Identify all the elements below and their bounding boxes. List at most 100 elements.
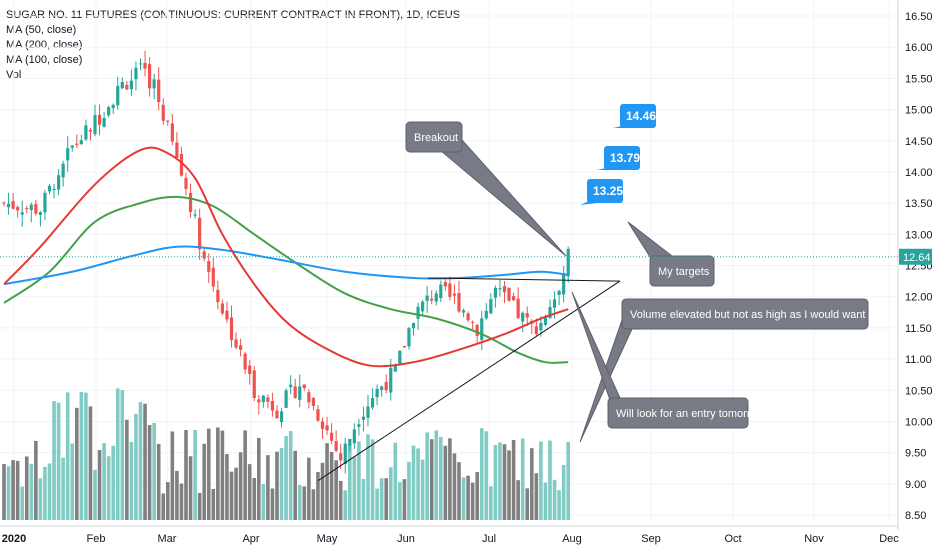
volume-bar: [461, 477, 466, 520]
candle-body: [443, 282, 447, 287]
volume-bar: [393, 442, 398, 520]
breakout-note-box: [405, 121, 463, 153]
candle-body: [175, 142, 179, 158]
volume-bar: [420, 459, 425, 520]
candle-body: [361, 416, 366, 420]
volume-bar: [234, 467, 238, 520]
candle-body: [248, 365, 252, 375]
volume-note-box: [621, 298, 869, 330]
time-tick-label: Jun: [397, 533, 415, 545]
legend-ma200[interactable]: MA (200, close): [6, 39, 83, 51]
candle-body: [539, 322, 543, 331]
targets-note-pointer: [627, 221, 674, 261]
candle-body: [548, 306, 552, 319]
volume-bar: [93, 469, 97, 520]
candle-body: [407, 328, 411, 347]
volume-bar: [38, 478, 43, 520]
candle-body: [234, 339, 238, 348]
candle-body: [93, 115, 97, 135]
candle-body: [521, 312, 525, 322]
volume-bar: [202, 443, 206, 520]
volume-bar: [398, 482, 402, 520]
candle-body: [193, 214, 197, 216]
volume-bar: [170, 431, 175, 520]
legend-ma100[interactable]: MA (100, close): [6, 54, 83, 66]
candle-body: [88, 129, 93, 132]
price-tick-label: 16.50: [905, 11, 932, 23]
volume-bar: [79, 391, 84, 520]
volume-bar: [479, 428, 484, 520]
volume-bar: [507, 450, 511, 520]
volume-bar: [88, 406, 93, 520]
time-tick-label: Dec: [879, 533, 899, 545]
chart-legend: SUGAR NO. 11 FUTURES (CONTINUOUS: CURREN…: [6, 8, 460, 83]
volume-bar: [275, 451, 279, 520]
candle-body: [302, 384, 306, 389]
volume-bar: [188, 456, 193, 520]
volume-bar: [284, 436, 288, 520]
candle-body: [16, 207, 20, 211]
target-label: 14.46: [626, 109, 656, 123]
volume-bar: [443, 445, 448, 520]
candle-body: [66, 148, 70, 161]
candle-body: [184, 177, 188, 189]
volume-bar: [343, 490, 348, 520]
candle-body: [188, 192, 193, 212]
candle-body: [34, 204, 38, 214]
candle-body: [229, 317, 234, 340]
candle-body: [25, 208, 29, 210]
candle-body: [375, 388, 379, 398]
target-badge-pointer: [613, 126, 630, 128]
price-tick-label: 12.00: [905, 292, 932, 304]
candle-body: [320, 421, 325, 429]
annotations: Breakout My targets Volume elevated but no…: [405, 104, 898, 443]
price-tick-label: 10.00: [905, 416, 932, 428]
time-tick-label: Nov: [804, 533, 824, 545]
volume-bar: [311, 489, 316, 520]
candle-body: [552, 299, 557, 308]
candle-body: [493, 287, 497, 298]
candle-body: [61, 163, 65, 178]
candle-body: [29, 204, 33, 211]
target-label: 13.25: [593, 184, 623, 198]
candle-body: [47, 185, 52, 192]
legend-ma50[interactable]: MA (50, close): [6, 24, 77, 36]
volume-bar: [75, 407, 79, 520]
breakout-note-pointer: [439, 139, 567, 257]
candle-body: [416, 306, 420, 319]
price-tick-label: 11.00: [905, 354, 932, 366]
candle-body: [439, 284, 443, 299]
time-tick-label: Jul: [482, 533, 496, 545]
volume-bar: [470, 482, 475, 520]
volume-bar: [47, 463, 52, 520]
breakout-note-text: Breakout: [414, 132, 458, 144]
support-trendline: [317, 280, 621, 482]
candle-body: [325, 425, 329, 431]
candle-body: [366, 406, 370, 418]
volume-bar: [466, 475, 470, 520]
volume-bar: [297, 484, 302, 520]
volume-bar: [125, 419, 129, 520]
candle-body: [566, 248, 570, 277]
price-axis[interactable]: 16.50 16.00 15.50 15.00 14.50 14.00 13.50 13.00…: [0, 0, 932, 530]
volume-bar: [329, 451, 334, 520]
time-axis[interactable]: 2020 Feb Mar Apr May Jun Jul Aug Sep Oct Nov Dec: [0, 525, 899, 545]
price-tick-label: 9.50: [905, 448, 926, 460]
candle-body: [207, 261, 211, 272]
volume-bar: [457, 462, 461, 520]
volume-bar: [320, 462, 325, 520]
last-price-label: 12.64: [903, 252, 931, 264]
volume-bar: [6, 466, 11, 520]
candle-body: [252, 370, 256, 398]
volume-bar: [334, 460, 338, 520]
candle-body: [457, 293, 461, 312]
candle-body: [448, 283, 452, 297]
volume-bar: [120, 390, 125, 520]
candle-body: [202, 251, 206, 259]
candle-body: [161, 104, 165, 121]
candle-body: [339, 453, 343, 461]
volume-bar: [97, 449, 102, 520]
candle-body: [471, 321, 475, 323]
candle-body: [293, 386, 297, 398]
